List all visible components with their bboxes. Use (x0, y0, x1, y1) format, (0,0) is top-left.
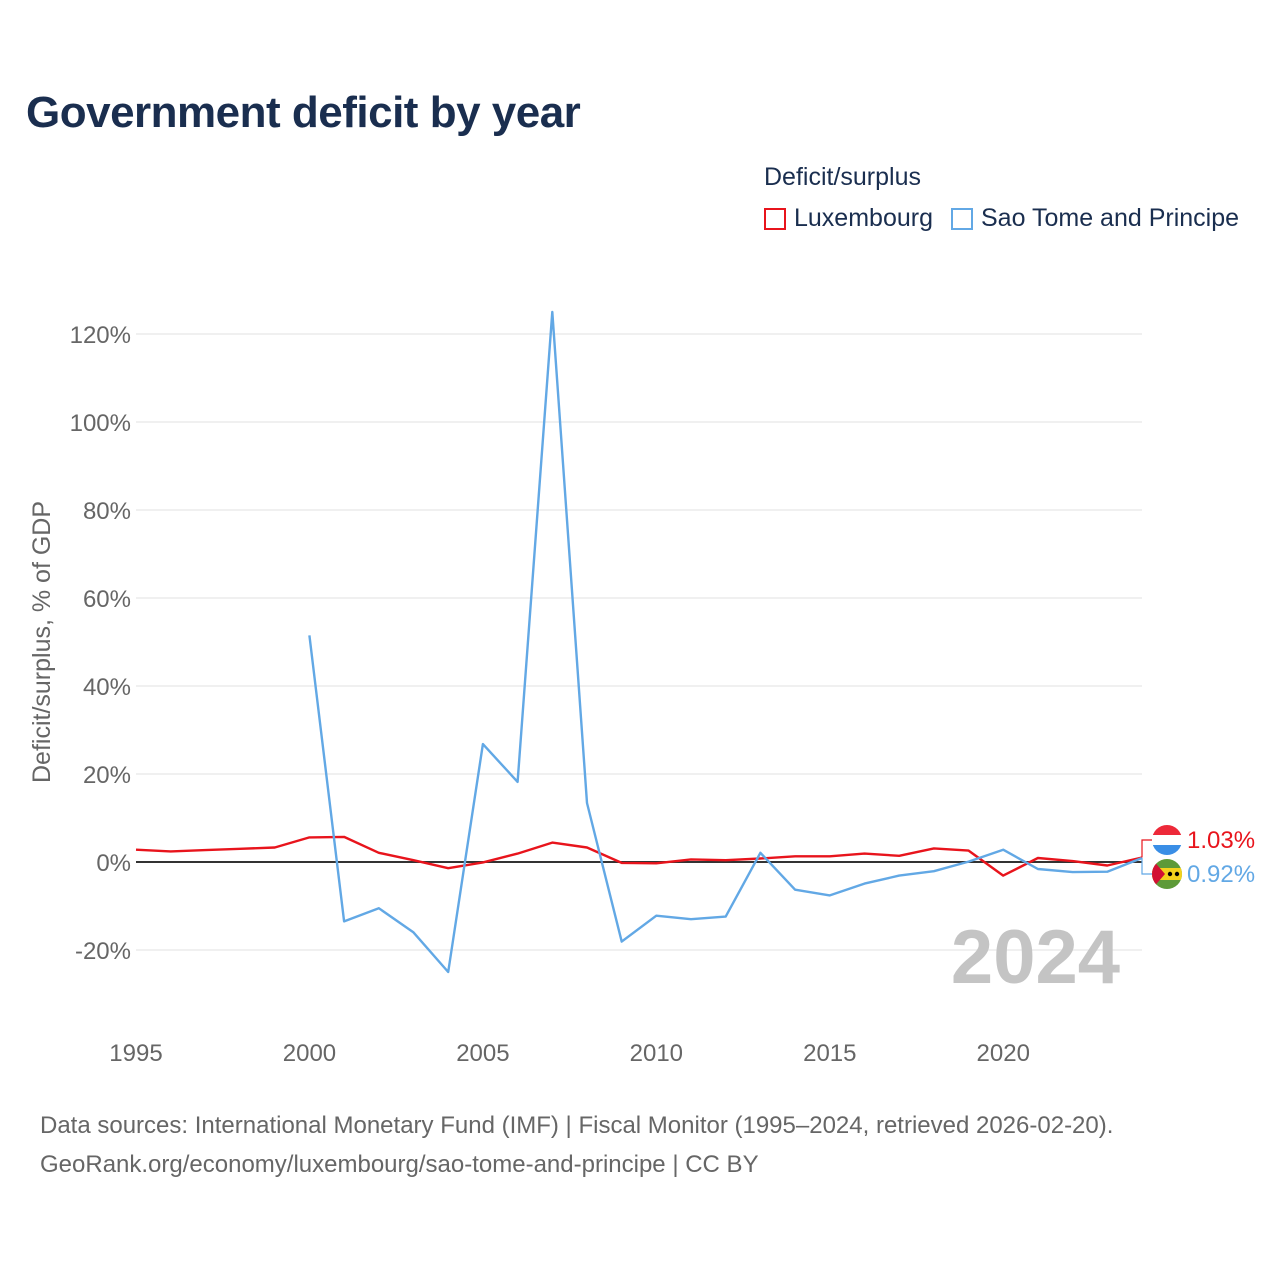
x-tick-labels: 1995 2000 2005 2010 2015 2020 (109, 1040, 1030, 1067)
y-tick-80: 80% (83, 498, 131, 525)
x-tick-2010: 2010 (630, 1040, 683, 1067)
luxembourg-flag-icon (1152, 825, 1182, 855)
y-tick-100: 100% (70, 410, 131, 437)
legend-swatch-luxembourg (764, 207, 786, 230)
x-tick-2000: 2000 (283, 1040, 336, 1067)
y-tick-120: 120% (70, 322, 131, 349)
y-axis-label: Deficit/surplus, % of GDP (28, 501, 56, 783)
gridlines (136, 333, 1142, 951)
legend-item-luxembourg[interactable]: Luxembourg (764, 204, 933, 233)
end-label-luxembourg: 1.03% (1187, 827, 1255, 854)
sao-tome-flag-icon (1152, 859, 1182, 889)
y-tick--20: -20% (75, 938, 131, 965)
y-tick-60: 60% (83, 586, 131, 613)
flag-stripe-blue (1152, 845, 1182, 855)
flag-star-1 (1167, 871, 1173, 877)
y-tick-20: 20% (83, 762, 131, 789)
footer-sources: Data sources: International Monetary Fun… (40, 1112, 1114, 1139)
end-markers: 1.03% 0.92% (1141, 825, 1255, 889)
footer-attribution[interactable]: GeoRank.org/economy/luxembourg/sao-tome-… (40, 1151, 759, 1178)
flag-stripe-red (1152, 825, 1182, 835)
end-label-sao-tome: 0.92% (1187, 861, 1255, 888)
legend-label-sao-tome: Sao Tome and Principe (980, 204, 1240, 232)
year-watermark: 2024 (951, 915, 1120, 1000)
legend: Luxembourg Sao Tome and Principe (764, 204, 1239, 233)
flag-triangle-red (1152, 859, 1165, 889)
x-tick-2005: 2005 (456, 1040, 509, 1067)
connector-sao-tome (1141, 857, 1152, 875)
connector-luxembourg (1141, 839, 1152, 858)
series-line-luxembourg (135, 835, 1143, 877)
chart-title: Government deficit by year (26, 88, 581, 137)
legend-label-luxembourg: Luxembourg (794, 204, 933, 232)
x-tick-2020: 2020 (977, 1040, 1030, 1067)
y-tick-40: 40% (83, 674, 131, 701)
legend-item-sao-tome[interactable]: Sao Tome and Principe (950, 204, 1240, 233)
footer: Data sources: International Monetary Fun… (40, 1106, 1113, 1184)
series-line-sao-tome (308, 310, 1143, 974)
x-tick-1995: 1995 (109, 1040, 162, 1067)
x-tick-2015: 2015 (803, 1040, 856, 1067)
y-tick-labels: -20% 0% 20% 40% 60% 80% 100% 120% (70, 322, 131, 965)
series-lines (135, 310, 1143, 974)
legend-swatch-sao-tome (950, 207, 973, 230)
flag-star-2 (1174, 871, 1180, 877)
y-tick-0: 0% (96, 850, 131, 877)
flag-stripe-white (1152, 835, 1182, 845)
legend-title: Deficit/surplus (764, 163, 921, 191)
